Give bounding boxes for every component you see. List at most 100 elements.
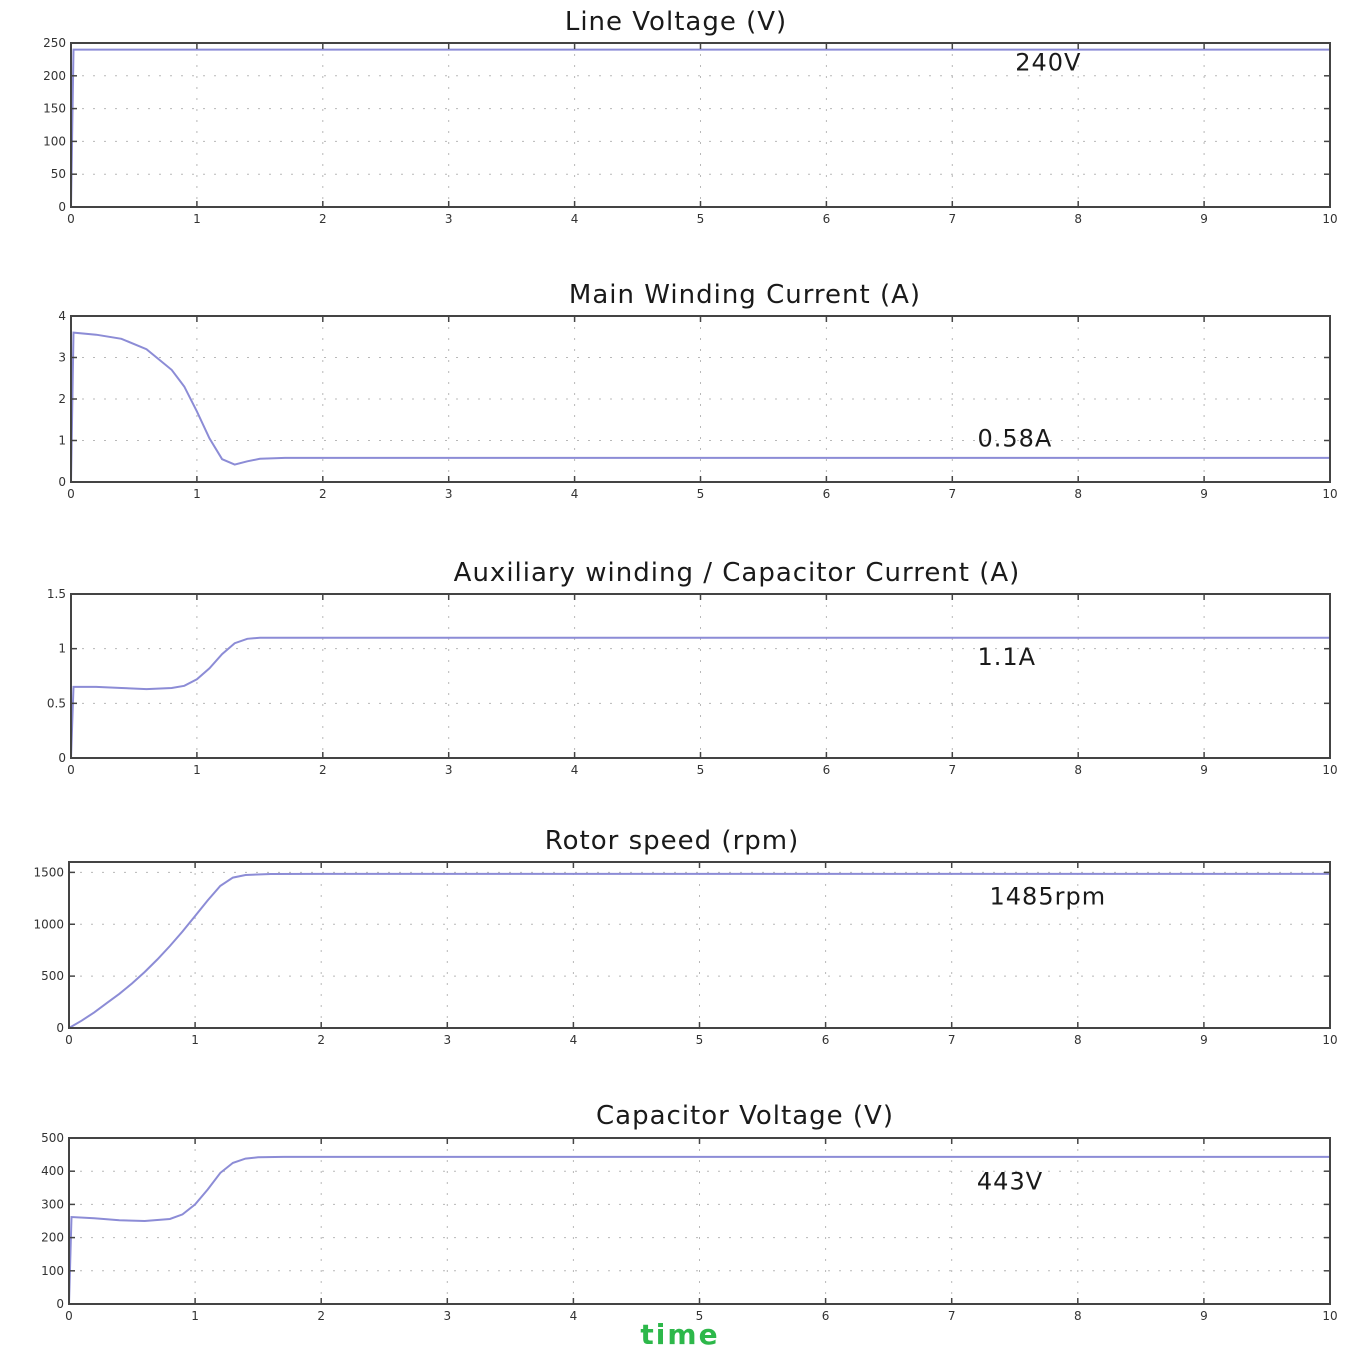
x-tick-label: 7: [948, 487, 956, 501]
x-tick-label: 10: [1322, 763, 1337, 777]
x-tick-label: 5: [696, 1033, 704, 1047]
series-line-1: [70, 331, 1330, 483]
x-tick-label: 6: [822, 1309, 830, 1323]
x-tick-label: 10: [1322, 1309, 1337, 1323]
x-tick-label: 0: [67, 487, 75, 501]
x-tick-label: 4: [571, 487, 579, 501]
y-tick-label: 0: [56, 1021, 64, 1035]
x-tick-label: 0: [67, 763, 75, 777]
x-tick-label: 3: [443, 1309, 451, 1323]
x-tick-label: 6: [823, 763, 831, 777]
y-tick-label: 500: [41, 969, 64, 983]
x-tick-label: 7: [948, 1309, 956, 1323]
x-tick-label: 2: [319, 212, 327, 226]
y-tick-label: 0: [56, 1297, 64, 1311]
plot-frame: [70, 593, 1331, 759]
y-tick-label: 100: [43, 134, 66, 148]
x-tick-label: 5: [696, 1309, 704, 1323]
y-tick-label: 1: [58, 642, 66, 656]
y-tick-label: 0.5: [47, 696, 66, 710]
x-tick-label: 9: [1200, 1033, 1208, 1047]
x-tick-label: 3: [445, 212, 453, 226]
x-tick-label: 9: [1200, 212, 1208, 226]
x-tick-label: 4: [571, 212, 579, 226]
x-tick-label: 6: [823, 212, 831, 226]
x-tick-label: 1: [193, 212, 201, 226]
y-tick-label: 0: [58, 200, 66, 214]
x-tick-label: 7: [948, 212, 956, 226]
x-tick-label: 10: [1322, 212, 1337, 226]
x-tick-label: 8: [1074, 1309, 1082, 1323]
y-tick-label: 200: [43, 69, 66, 83]
y-tick-label: 1.5: [47, 587, 66, 601]
x-tick-label: 10: [1322, 1033, 1337, 1047]
series-line-1: [70, 636, 1330, 759]
plot-frame: [68, 861, 1331, 1029]
x-tick-label: 6: [822, 1033, 830, 1047]
x-tick-label: 2: [319, 763, 327, 777]
panel-2: 0 1 2 3 4 5 6 7 8 9 10 0 1 2 3 4 Main Winding Current (A…: [58, 280, 1337, 501]
y-tick-label: 1: [58, 434, 66, 448]
y-tick-label: 4: [58, 309, 66, 323]
x-tick-label: 0: [65, 1033, 73, 1047]
y-tick-label: 400: [41, 1164, 64, 1178]
value-annotation: 240V: [1015, 49, 1081, 77]
x-tick-label: 10: [1322, 487, 1337, 501]
x-tick-label: 8: [1074, 763, 1082, 777]
plot-frame: [68, 1137, 1331, 1305]
series-line-1: [68, 872, 1330, 1029]
x-tick-label: 8: [1074, 212, 1082, 226]
chart-title: Main Winding Current (A): [569, 280, 921, 310]
x-tick-label: 9: [1200, 487, 1208, 501]
y-tick-label: 3: [58, 351, 66, 365]
y-tick-label: 50: [51, 167, 66, 181]
y-tick-label: 0: [58, 751, 66, 765]
x-tick-label: 4: [571, 763, 579, 777]
chart-title: Line Voltage (V): [565, 7, 787, 37]
y-tick-label: 150: [43, 102, 66, 116]
series-line-1: [70, 48, 1330, 208]
x-tick-label: 7: [948, 1033, 956, 1047]
value-annotation: 1.1A: [977, 643, 1036, 671]
x-tick-label: 9: [1200, 763, 1208, 777]
x-tick-label: 2: [317, 1033, 325, 1047]
y-tick-label: 1500: [33, 865, 64, 879]
x-tick-label: 0: [67, 212, 75, 226]
x-tick-label: 1: [191, 1309, 199, 1323]
y-tick-label: 500: [41, 1131, 64, 1145]
x-tick-label: 5: [697, 487, 705, 501]
chart-title: Rotor speed (rpm): [545, 826, 799, 856]
chart-title: Auxiliary winding / Capacitor Current (A…: [454, 558, 1021, 588]
y-tick-label: 200: [41, 1231, 64, 1245]
value-annotation: 443V: [977, 1167, 1043, 1195]
value-annotation: 0.58A: [977, 425, 1052, 453]
x-tick-label: 5: [697, 763, 705, 777]
y-tick-label: 0: [58, 475, 66, 489]
x-tick-label: 1: [193, 487, 201, 501]
x-tick-label: 8: [1074, 487, 1082, 501]
y-tick-label: 100: [41, 1264, 64, 1278]
x-tick-label: 3: [445, 763, 453, 777]
value-annotation: 1485rpm: [990, 883, 1107, 911]
y-tick-label: 2: [58, 392, 66, 406]
x-tick-label: 0: [65, 1309, 73, 1323]
x-tick-label: 5: [697, 212, 705, 226]
y-tick-label: 300: [41, 1197, 64, 1211]
x-tick-label: 3: [445, 487, 453, 501]
x-tick-label: 2: [317, 1309, 325, 1323]
x-tick-label: 1: [191, 1033, 199, 1047]
panel-4: 0 1 2 3 4 5 6 7 8 9 10 0 500 1000 1500 Rotor speed (rpm…: [33, 826, 1337, 1047]
y-tick-label: 1000: [33, 917, 64, 931]
x-tick-label: 7: [948, 763, 956, 777]
y-tick-label: 250: [43, 36, 66, 50]
x-tick-label: 3: [443, 1033, 451, 1047]
x-tick-label: 6: [823, 487, 831, 501]
x-tick-label: 2: [319, 487, 327, 501]
x-tick-label: 4: [570, 1309, 578, 1323]
panel-3: 0 1 2 3 4 5 6 7 8 9 10 0 0.5 1 1.5 Auxiliary winding / …: [47, 558, 1338, 777]
x-tick-label: 8: [1074, 1033, 1082, 1047]
series-line-1: [68, 1155, 1330, 1305]
